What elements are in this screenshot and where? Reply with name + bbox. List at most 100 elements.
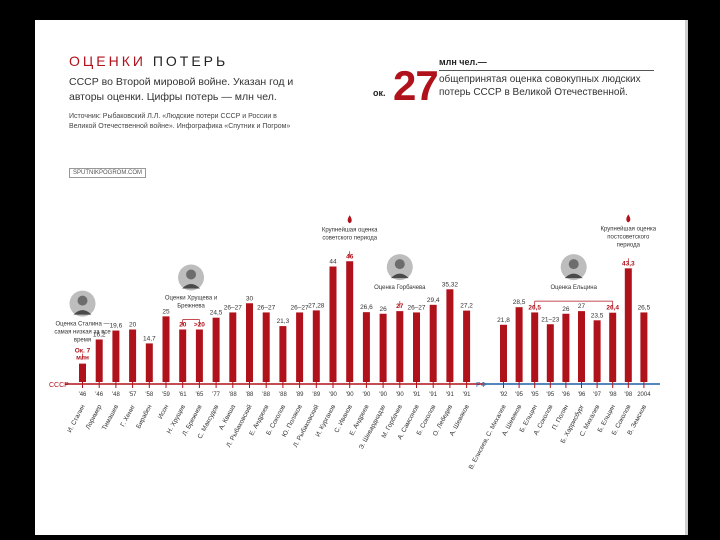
blood-drop-icon xyxy=(626,214,631,223)
bar xyxy=(562,313,570,382)
bar-value-label: 26–27 xyxy=(291,304,309,311)
bar-value-label: Ок. 7 xyxy=(75,348,91,355)
bar xyxy=(609,312,617,382)
bar-value-label: 24,5 xyxy=(210,310,223,317)
source-note: Источник: Рыбаковский Л.Л. «Людские поте… xyxy=(69,113,291,130)
year-tick-label: '98 xyxy=(624,392,632,398)
annotation-text: самая низкая за все xyxy=(54,330,111,336)
bar-value-label: 25 xyxy=(162,308,170,315)
bar-value-label: 44 xyxy=(329,259,337,266)
bar-value-label: 28,5 xyxy=(513,299,526,306)
year-tick-label: '65 xyxy=(195,392,203,398)
bar xyxy=(346,261,354,382)
bar xyxy=(162,316,170,382)
bar-value-label: 26,5 xyxy=(638,304,651,311)
bar-value-label: 26,5 xyxy=(528,304,541,311)
bar xyxy=(531,312,539,382)
bar xyxy=(593,320,601,382)
bar xyxy=(624,268,632,382)
year-tick-label: '97 xyxy=(593,392,601,398)
portrait-shoulders-icon xyxy=(564,273,583,279)
bar xyxy=(396,311,404,382)
headline-prefix: ок. xyxy=(373,88,386,98)
author-label: Г. Хениг xyxy=(119,403,137,428)
rf-axis-label: РФ xyxy=(476,382,486,389)
portrait-head-icon xyxy=(394,259,405,270)
author-label: И. Сталин xyxy=(66,403,87,434)
bar-value-label: 26–27 xyxy=(407,304,425,311)
year-tick-label: '95 xyxy=(531,392,539,398)
year-tick-label: '48 xyxy=(112,392,120,398)
bar-value-label: 26–27 xyxy=(257,304,275,311)
bar-value-label: 26,4 xyxy=(606,305,619,312)
year-tick-label: '77 xyxy=(212,392,220,398)
bar-value-label: 35,32 xyxy=(442,281,459,288)
bar-value-label: 16,2 xyxy=(93,331,106,338)
portrait-head-icon xyxy=(568,259,579,270)
title-lead: ОЦЕНКИ xyxy=(69,53,146,69)
year-tick-label: '59 xyxy=(162,392,170,398)
bar xyxy=(79,363,86,382)
bar-value-label: 27 xyxy=(578,303,586,310)
portrait-shoulders-icon xyxy=(73,310,92,315)
bar-value-label: 21,8 xyxy=(497,317,510,324)
bar-value-label: 30 xyxy=(246,295,254,302)
site-link[interactable]: SPUTNIKPOGROM.COM xyxy=(69,168,147,178)
year-tick-label: '90 xyxy=(346,392,354,398)
portrait-shoulders-icon xyxy=(182,284,201,289)
ussr-axis-label: СССР xyxy=(49,382,69,389)
year-tick-label: '91 xyxy=(429,392,437,398)
year-tick-label: '88 xyxy=(279,392,287,398)
year-tick-label: '95 xyxy=(546,392,554,398)
year-tick-label: 2004 xyxy=(637,392,651,398)
sheet-edge xyxy=(685,20,688,535)
annotation-text: Оценка Сталина — xyxy=(56,322,110,328)
bar-value-label: 21–23 xyxy=(541,316,559,323)
year-tick-label: '90 xyxy=(379,392,387,398)
bar-value-label: 20 xyxy=(129,322,137,329)
bar-value-label: 29,4 xyxy=(427,297,440,304)
bar xyxy=(362,312,370,382)
headline-number: 27 xyxy=(393,62,439,109)
portrait-head-icon xyxy=(186,269,197,280)
year-tick-label: '91 xyxy=(413,392,421,398)
bar xyxy=(262,312,270,382)
bar xyxy=(296,312,304,382)
annotation-text: Крупнейшая оценка xyxy=(601,225,657,232)
infographic-subtitle: СССР во Второй мировой войне. Указан год… xyxy=(69,76,294,103)
year-tick-label: '96 xyxy=(578,392,586,398)
year-tick-label: '89 xyxy=(312,392,320,398)
bar xyxy=(446,289,454,382)
bar-value-label: 26 xyxy=(562,306,570,313)
title-rest: ПОТЕРЬ xyxy=(152,53,229,69)
portrait-shoulders-icon xyxy=(390,273,409,279)
infographic-title: ОЦЕНКИ ПОТЕРЬ xyxy=(69,53,228,69)
annotation-text: Оценка Ельцина xyxy=(550,285,597,291)
bar xyxy=(640,312,648,382)
bar-value-label: 19,6 xyxy=(110,323,123,330)
year-tick-label: '90 xyxy=(396,392,404,398)
annotation-text: Оценка Горбачева xyxy=(374,285,426,291)
bar xyxy=(500,324,507,382)
headline-unit: млн чел.— xyxy=(439,57,487,67)
author-label: Исон xyxy=(157,403,171,420)
year-tick-label: '91 xyxy=(463,392,471,398)
year-tick-label: '46 xyxy=(95,392,103,398)
bar xyxy=(515,307,523,382)
year-tick-label: '88 xyxy=(246,392,254,398)
year-tick-label: '91 xyxy=(446,392,454,398)
bar-value-label: 27,2 xyxy=(460,303,473,310)
bar xyxy=(179,329,187,382)
bar-value-label: 27,28 xyxy=(308,302,325,309)
headline-text: общепринятая оценка совокупных людских п… xyxy=(439,70,654,99)
author-label: В. Елисеев, С. Михалев xyxy=(468,403,508,471)
year-tick-label: '92 xyxy=(500,392,508,398)
bar xyxy=(312,310,320,382)
bar xyxy=(112,330,120,382)
bar xyxy=(379,313,387,382)
year-tick-label: '57 xyxy=(129,392,137,398)
annotation-text: время xyxy=(74,338,91,344)
bar xyxy=(229,312,237,382)
year-tick-label: '90 xyxy=(329,392,337,398)
